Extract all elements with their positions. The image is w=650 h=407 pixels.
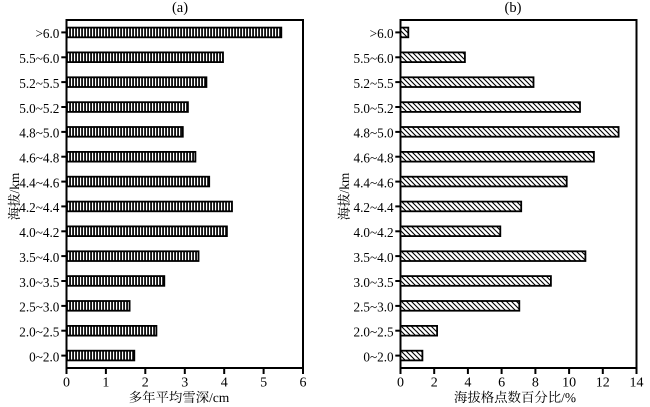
svg-text:5.2~5.5: 5.2~5.5 <box>353 76 394 91</box>
svg-text:2: 2 <box>431 376 438 391</box>
svg-text:4.6~4.8: 4.6~4.8 <box>19 151 60 166</box>
svg-text:4.8~5.0: 4.8~5.0 <box>19 126 60 141</box>
svg-text:4.0~4.2: 4.0~4.2 <box>19 225 59 240</box>
svg-text:4.6~4.8: 4.6~4.8 <box>353 151 394 166</box>
svg-text:>6.0: >6.0 <box>35 26 59 41</box>
svg-text:4.8~5.0: 4.8~5.0 <box>353 126 394 141</box>
svg-text:5: 5 <box>260 376 267 391</box>
svg-text:4.0~4.2: 4.0~4.2 <box>353 225 393 240</box>
svg-text:5.0~5.2: 5.0~5.2 <box>19 101 59 116</box>
svg-text:4: 4 <box>221 376 228 391</box>
svg-text:4: 4 <box>464 376 471 391</box>
svg-text:5.5~6.0: 5.5~6.0 <box>353 51 394 66</box>
svg-text:3.5~4.0: 3.5~4.0 <box>19 250 60 265</box>
svg-text:8: 8 <box>532 376 539 391</box>
svg-text:5.2~5.5: 5.2~5.5 <box>19 76 60 91</box>
svg-text:10: 10 <box>562 376 576 391</box>
svg-text:>6.0: >6.0 <box>370 26 394 41</box>
svg-text:0~2.0: 0~2.0 <box>29 349 60 364</box>
svg-text:0: 0 <box>63 376 70 391</box>
svg-text:(b): (b) <box>505 0 522 16</box>
svg-text:1: 1 <box>102 376 109 391</box>
svg-text:0~2.0: 0~2.0 <box>363 349 394 364</box>
svg-text:2.5~3.0: 2.5~3.0 <box>19 300 60 315</box>
svg-text:3.0~3.5: 3.0~3.5 <box>353 275 394 290</box>
svg-text:4.2~4.4: 4.2~4.4 <box>19 200 60 215</box>
svg-text:2.0~2.5: 2.0~2.5 <box>353 325 394 340</box>
svg-text:3: 3 <box>181 376 188 391</box>
svg-text:6: 6 <box>498 376 505 391</box>
svg-text:14: 14 <box>630 376 644 391</box>
svg-text:3.0~3.5: 3.0~3.5 <box>19 275 60 290</box>
svg-text:4.4~4.6: 4.4~4.6 <box>19 175 60 190</box>
svg-text:12: 12 <box>596 376 610 391</box>
svg-text:6: 6 <box>300 376 307 391</box>
svg-text:5.0~5.2: 5.0~5.2 <box>353 101 393 116</box>
svg-text:2.5~3.0: 2.5~3.0 <box>353 300 394 315</box>
svg-text:(a): (a) <box>172 0 188 16</box>
svg-text:0: 0 <box>397 376 404 391</box>
svg-text:4.2~4.4: 4.2~4.4 <box>353 200 394 215</box>
svg-text:2.0~2.5: 2.0~2.5 <box>19 325 60 340</box>
svg-text:5.5~6.0: 5.5~6.0 <box>19 51 60 66</box>
svg-text:3.5~4.0: 3.5~4.0 <box>353 250 394 265</box>
svg-text:2: 2 <box>142 376 149 391</box>
svg-text:4.4~4.6: 4.4~4.6 <box>353 175 394 190</box>
